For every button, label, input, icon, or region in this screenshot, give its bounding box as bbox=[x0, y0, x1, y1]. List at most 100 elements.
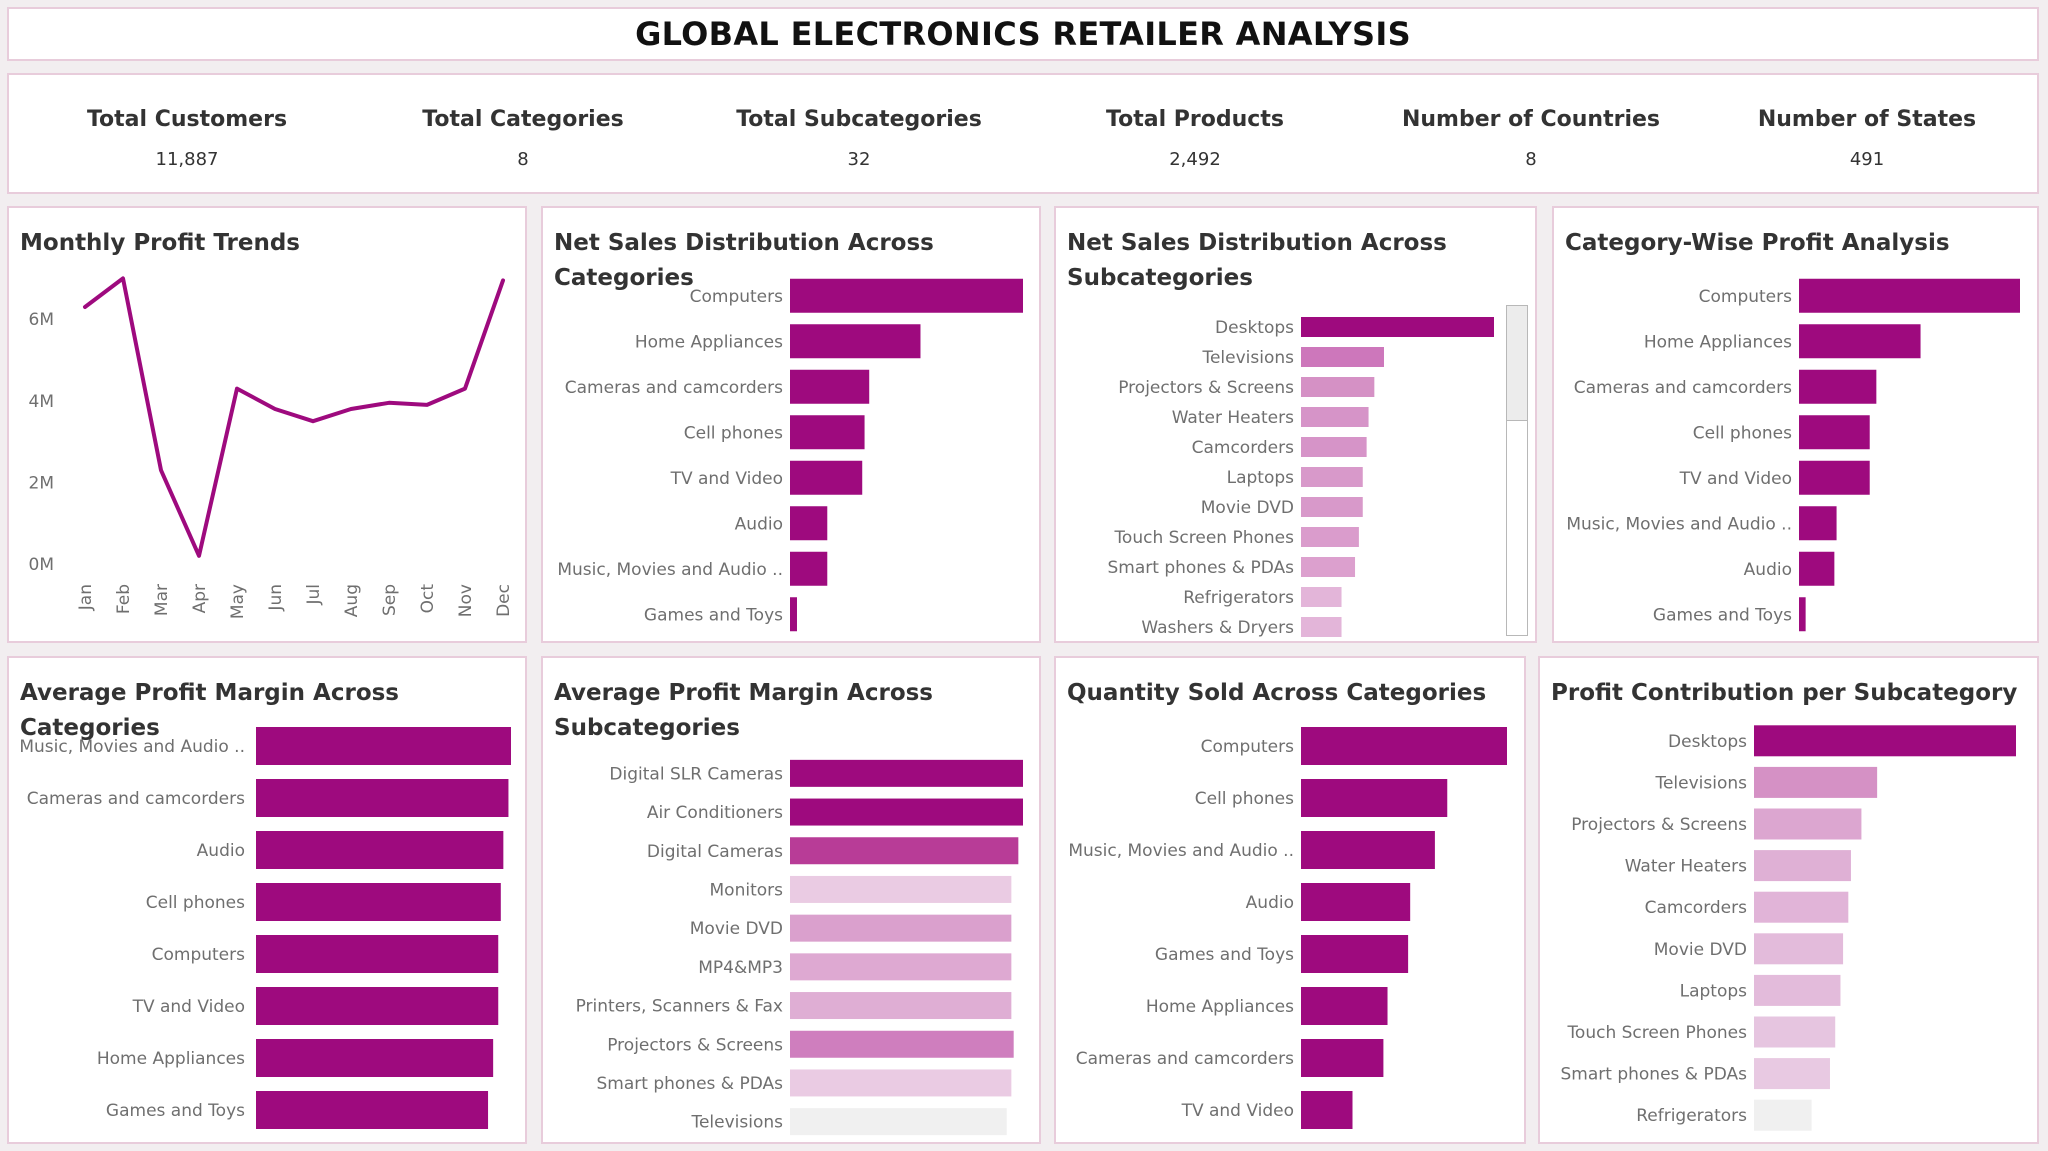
kpi-value: 11,887 bbox=[155, 149, 219, 170]
bar-computers[interactable] bbox=[256, 935, 499, 973]
kpi-label: Total Products bbox=[1106, 107, 1284, 132]
bar-tv-and-video[interactable] bbox=[1301, 1091, 1353, 1129]
bar-water-heaters[interactable] bbox=[1301, 407, 1369, 427]
panel-monthly-profit: Monthly Profit Trends 0M 2M 4M 6M Jan Feb Mar A… bbox=[7, 206, 527, 643]
bar-cameras-and-camcorders[interactable] bbox=[1799, 369, 1877, 404]
bar-smart-phones-pdas[interactable] bbox=[790, 1069, 1012, 1097]
bar-movie-dvd[interactable] bbox=[790, 914, 1012, 942]
bar-audio[interactable] bbox=[790, 506, 828, 541]
bar-refrigerators[interactable] bbox=[1754, 1099, 1812, 1131]
bar-home-appliances[interactable] bbox=[1799, 324, 1921, 359]
category-label: Computers bbox=[1699, 287, 1793, 307]
bar-air-conditioners[interactable] bbox=[790, 798, 1023, 826]
bar-games-and-toys[interactable] bbox=[256, 1091, 489, 1129]
bar-audio[interactable] bbox=[256, 831, 504, 869]
bar-touch-screen-phones[interactable] bbox=[1754, 1016, 1836, 1048]
bar-touch-screen-phones[interactable] bbox=[1301, 527, 1359, 547]
quantity-categories-chart: Computers Cell phones Music, Movies and Au… bbox=[1068, 727, 1507, 1129]
bar-audio[interactable] bbox=[1799, 551, 1835, 586]
scrollbar-track[interactable] bbox=[1506, 305, 1528, 636]
bar-games-and-toys[interactable] bbox=[1799, 597, 1806, 632]
bar-projectors-screens[interactable] bbox=[790, 1030, 1014, 1058]
bar-movie-dvd[interactable] bbox=[1301, 497, 1363, 517]
bar-cameras-and-camcorders[interactable] bbox=[256, 779, 509, 817]
panel-net-sales-categories: Net Sales Distribution Across Categories… bbox=[541, 206, 1041, 643]
bar-digital-cameras[interactable] bbox=[790, 837, 1019, 865]
kpi-value: 2,492 bbox=[1169, 149, 1221, 170]
category-label: Movie DVD bbox=[1201, 498, 1294, 518]
dashboard-title: GLOBAL ELECTRONICS RETAILER ANALYSIS bbox=[635, 15, 1411, 53]
bar-music-movies-and-audio[interactable] bbox=[1301, 831, 1435, 869]
profit-subcategories-chart: Desktops Televisions Projectors & Screens W… bbox=[1561, 725, 2016, 1131]
y-tick-label: 6M bbox=[29, 310, 54, 330]
bar-games-and-toys[interactable] bbox=[1301, 935, 1409, 973]
bar-printers-scanners-fax[interactable] bbox=[790, 992, 1012, 1020]
bar-tv-and-video[interactable] bbox=[1799, 460, 1870, 495]
kpi-label: Number of States bbox=[1757, 107, 1977, 132]
bar-smart-phones-pdas[interactable] bbox=[1754, 1058, 1830, 1090]
kpi-panel: Total Customers 11,887 Total Categories … bbox=[7, 73, 2039, 194]
bar-cameras-and-camcorders[interactable] bbox=[1301, 1039, 1384, 1077]
bar-refrigerators[interactable] bbox=[1301, 587, 1342, 607]
bar-washers-dryers[interactable] bbox=[1301, 617, 1342, 637]
bar-camcorders[interactable] bbox=[1754, 891, 1849, 923]
bar-televisions[interactable] bbox=[1301, 347, 1384, 367]
bar-cell-phones[interactable] bbox=[256, 883, 501, 921]
category-label: Computers bbox=[1201, 737, 1295, 757]
bar-laptops[interactable] bbox=[1301, 467, 1363, 487]
bar-desktops[interactable] bbox=[1754, 725, 2016, 757]
bar-audio[interactable] bbox=[1301, 883, 1411, 921]
category-label: Home Appliances bbox=[1644, 332, 1792, 352]
bar-movie-dvd[interactable] bbox=[1754, 933, 1844, 965]
bar-water-heaters[interactable] bbox=[1754, 850, 1851, 882]
category-label: Water Heaters bbox=[1625, 857, 1747, 877]
bar-projectors-screens[interactable] bbox=[1301, 377, 1375, 397]
category-label: Touch Screen Phones bbox=[1113, 528, 1294, 548]
bar-monitors[interactable] bbox=[790, 875, 1012, 903]
category-label: Audio bbox=[735, 514, 783, 534]
category-label: Laptops bbox=[1680, 981, 1748, 1001]
bar-digital-slr-cameras[interactable] bbox=[790, 759, 1023, 787]
bar-computers[interactable] bbox=[1799, 278, 2020, 313]
bar-home-appliances[interactable] bbox=[1301, 987, 1388, 1025]
category-label: Cell phones bbox=[684, 423, 783, 443]
x-tick-label: Apr bbox=[190, 584, 210, 613]
bar-tv-and-video[interactable] bbox=[256, 987, 499, 1025]
bar-cameras-and-camcorders[interactable] bbox=[790, 369, 870, 404]
category-label: MP4&MP3 bbox=[698, 958, 783, 978]
chart-title: Quantity Sold Across Categories bbox=[1067, 680, 1487, 706]
bar-mp4-mp3[interactable] bbox=[790, 953, 1012, 981]
bar-home-appliances[interactable] bbox=[790, 324, 921, 359]
profit-line[interactable] bbox=[83, 276, 505, 558]
net-sales-subcategories-chart: Desktops Televisions Projectors & Screens W… bbox=[1108, 317, 1494, 638]
bar-computers[interactable] bbox=[790, 278, 1023, 313]
chart-title: Category-Wise Profit Analysis bbox=[1565, 230, 1950, 256]
bar-computers[interactable] bbox=[1301, 727, 1507, 765]
category-label: Movie DVD bbox=[1654, 940, 1747, 960]
bar-smart-phones-pdas[interactable] bbox=[1301, 557, 1356, 577]
bar-cell-phones[interactable] bbox=[790, 415, 865, 450]
scrollbar-thumb[interactable] bbox=[1507, 306, 1527, 421]
bar-cell-phones[interactable] bbox=[1301, 779, 1448, 817]
bar-desktops[interactable] bbox=[1301, 317, 1494, 337]
bar-televisions[interactable] bbox=[790, 1108, 1007, 1136]
bar-projectors-screens[interactable] bbox=[1754, 808, 1862, 840]
chart-title: Average Profit Margin Across Categories bbox=[20, 680, 399, 741]
panel-avg-margin-categories: Average Profit Margin Across Categories … bbox=[7, 656, 527, 1144]
category-label: Smart phones & PDAs bbox=[1561, 1065, 1748, 1085]
kpi-label: Total Categories bbox=[422, 107, 624, 132]
category-label: Music, Movies and Audio .. bbox=[557, 560, 783, 580]
bar-cell-phones[interactable] bbox=[1799, 415, 1870, 450]
x-tick-label: Feb bbox=[114, 584, 134, 614]
bar-home-appliances[interactable] bbox=[256, 1039, 494, 1077]
x-tick-label: Nov bbox=[456, 584, 476, 617]
bar-televisions[interactable] bbox=[1754, 766, 1878, 798]
category-label: Smart phones & PDAs bbox=[1108, 558, 1295, 578]
bar-games-and-toys[interactable] bbox=[790, 597, 797, 632]
bar-camcorders[interactable] bbox=[1301, 437, 1367, 457]
bar-music-movies-and-audio[interactable] bbox=[790, 551, 828, 586]
bar-music-movies-and-audio[interactable] bbox=[256, 727, 511, 765]
bar-tv-and-video[interactable] bbox=[790, 460, 863, 495]
bar-music-movies-and-audio[interactable] bbox=[1799, 506, 1837, 541]
bar-laptops[interactable] bbox=[1754, 974, 1841, 1006]
